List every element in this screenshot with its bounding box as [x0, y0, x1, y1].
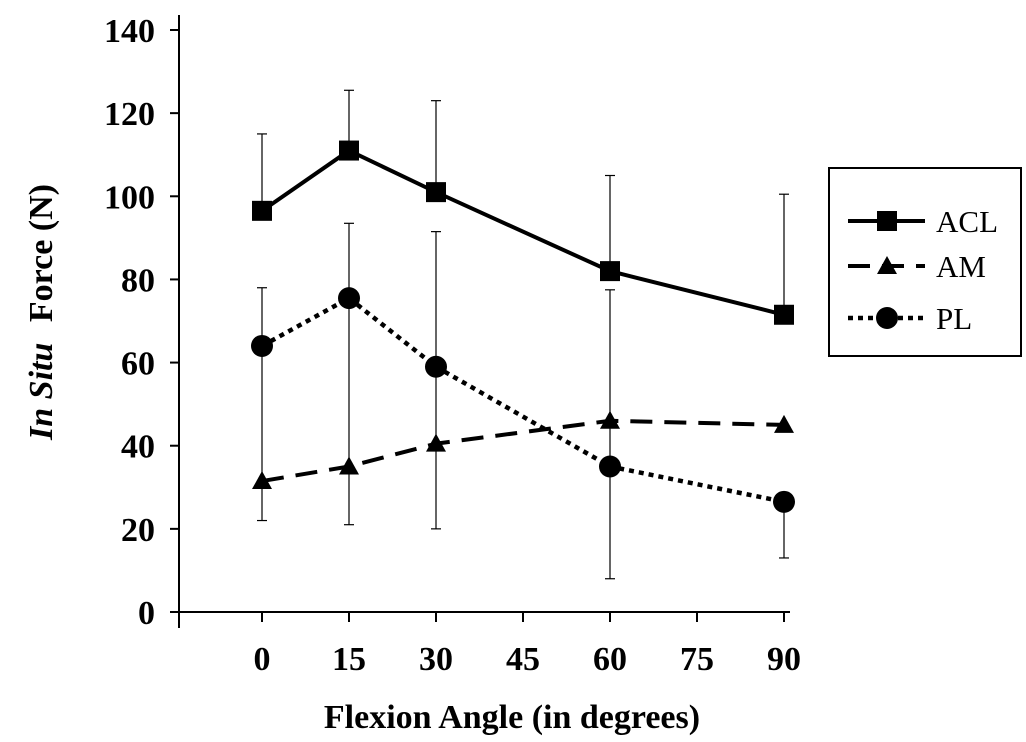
acl-marker: [252, 200, 272, 221]
acl-marker: [339, 140, 359, 161]
pl-marker: [599, 455, 621, 478]
y-axis-title-italic: In Situ: [23, 343, 60, 441]
legend-marker-am: [877, 256, 897, 274]
x-ticks: 0 15 30 45 60 75 90: [178, 612, 801, 678]
pl-marker: [338, 287, 360, 310]
am-marker: [600, 410, 620, 429]
series-markers: [251, 140, 795, 513]
x-tick-label: 60: [593, 641, 627, 678]
legend-marker-acl: [877, 211, 897, 231]
x-tick-label: 0: [254, 641, 271, 678]
y-axis-title-rest: Force (N): [23, 184, 60, 322]
x-tick-label: 15: [332, 641, 366, 678]
y-ticks: 0 20 40 60 80 100 120 140: [104, 13, 179, 632]
pl-marker: [425, 355, 447, 378]
x-tick-label: 45: [506, 641, 540, 678]
x-axis-title: Flexion Angle (in degrees): [324, 699, 700, 736]
legend-label-am: AM: [936, 249, 986, 284]
acl-marker: [600, 261, 620, 282]
error-bars: [257, 89, 789, 580]
y-tick-label: 100: [104, 179, 155, 216]
y-tick-label: 80: [121, 262, 155, 299]
am-marker: [252, 471, 272, 490]
series-line-pl: [260, 295, 785, 505]
x-tick-label: 30: [419, 641, 453, 678]
pl-marker: [773, 490, 795, 513]
acl-marker: [774, 304, 794, 325]
y-tick-label: 40: [121, 429, 155, 466]
series-lines: [260, 148, 785, 505]
y-tick-label: 120: [104, 96, 155, 133]
am-marker: [774, 414, 794, 433]
series-line-acl: [260, 148, 785, 317]
legend-marker-pl: [876, 307, 898, 329]
am-marker: [426, 433, 446, 452]
y-tick-label: 20: [121, 512, 155, 549]
x-tick-label: 75: [680, 641, 714, 678]
y-tick-label: 60: [121, 346, 155, 383]
legend: ACL AM PL: [828, 167, 1022, 357]
pl-marker: [251, 334, 273, 357]
legend-label-pl: PL: [936, 301, 972, 336]
y-axis-title: In Situ Force (N): [23, 184, 60, 441]
legend-box: [828, 167, 1022, 357]
y-tick-label: 0: [138, 595, 155, 632]
series-line-am: [261, 418, 785, 484]
x-tick-label: 90: [767, 641, 801, 678]
y-tick-label: 140: [104, 13, 155, 50]
axes: [178, 15, 790, 615]
am-marker: [339, 456, 359, 475]
acl-marker: [426, 182, 446, 203]
legend-label-acl: ACL: [936, 204, 998, 239]
